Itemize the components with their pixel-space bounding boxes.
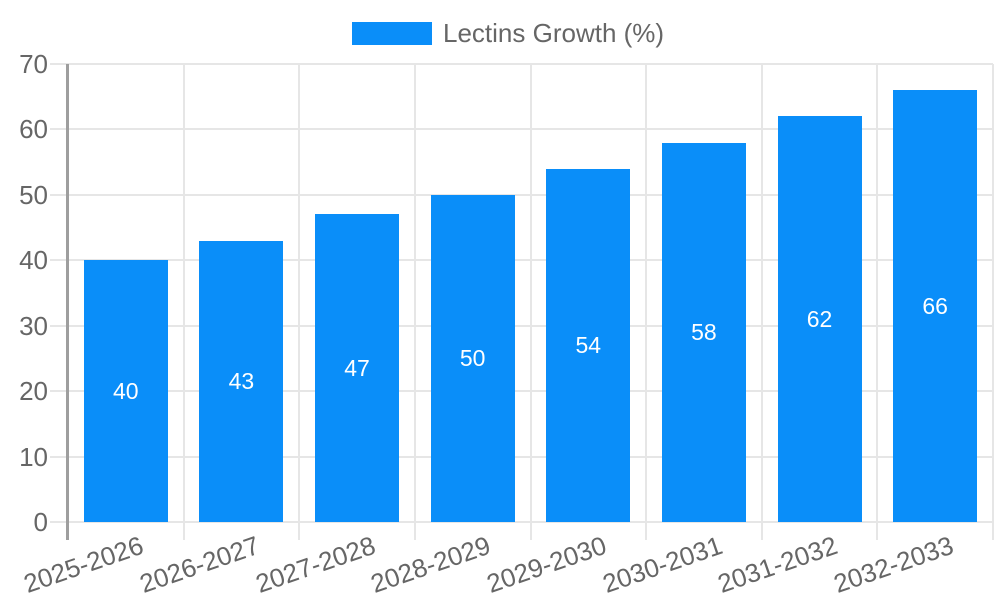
y-tick-label: 30 — [19, 310, 48, 341]
gridline-vertical — [182, 64, 185, 540]
legend-label: Lectins Growth (%) — [443, 18, 665, 48]
bar-value-label: 58 — [691, 319, 717, 346]
bar[interactable]: 47 — [315, 214, 400, 522]
y-tick-label: 60 — [19, 114, 48, 145]
bar[interactable]: 66 — [893, 90, 978, 522]
gridline-vertical — [298, 64, 301, 540]
y-axis-line — [66, 64, 69, 540]
bar[interactable]: 58 — [661, 142, 746, 522]
legend[interactable]: Lectins Growth (%) — [352, 18, 664, 49]
gridline-horizontal — [50, 128, 993, 131]
bar[interactable]: 54 — [546, 168, 631, 522]
gridline-vertical — [992, 64, 994, 540]
x-tick-label: 2025-2026 — [20, 530, 148, 599]
bar-value-label: 43 — [228, 368, 255, 395]
y-tick-label: 20 — [19, 376, 48, 407]
x-tick-label: 2029-2030 — [482, 530, 611, 599]
gridline-horizontal — [50, 63, 993, 65]
gridline-horizontal — [50, 390, 993, 393]
legend-swatch-icon — [352, 22, 432, 45]
x-tick-label: 2031-2032 — [713, 530, 842, 599]
gridline-vertical — [760, 64, 763, 540]
bar[interactable]: 43 — [199, 240, 284, 522]
bar-value-label: 50 — [459, 345, 486, 372]
y-tick-label: 10 — [19, 441, 48, 472]
y-tick-label: 0 — [33, 507, 48, 537]
x-tick-label: 2026-2027 — [135, 530, 264, 599]
bar[interactable]: 50 — [430, 194, 515, 522]
bar-value-label: 47 — [344, 355, 370, 382]
y-tick-label: 50 — [19, 179, 48, 210]
gridline-vertical — [645, 64, 648, 540]
bar[interactable]: 62 — [777, 116, 862, 522]
gridline-horizontal — [50, 521, 993, 523]
x-tick-label: 2027-2028 — [251, 530, 379, 599]
gridline-horizontal — [50, 324, 993, 327]
bar-value-label: 62 — [806, 306, 833, 333]
y-tick-label: 70 — [19, 49, 48, 79]
bar-value-label: 54 — [575, 332, 602, 359]
bar[interactable]: 40 — [83, 260, 168, 522]
x-tick-label: 2028-2029 — [367, 530, 495, 599]
x-tick-label: 2032-2033 — [829, 530, 957, 599]
gridline-vertical — [876, 64, 879, 540]
bar-value-label: 66 — [922, 293, 948, 320]
bar-value-label: 40 — [113, 378, 139, 405]
y-tick-label: 40 — [19, 245, 48, 276]
x-tick-label: 2030-2031 — [598, 530, 726, 599]
gridline-horizontal — [50, 193, 993, 196]
gridline-horizontal — [50, 259, 993, 262]
gridline-vertical — [413, 64, 416, 540]
gridline-vertical — [529, 64, 532, 540]
gridline-horizontal — [50, 455, 993, 458]
